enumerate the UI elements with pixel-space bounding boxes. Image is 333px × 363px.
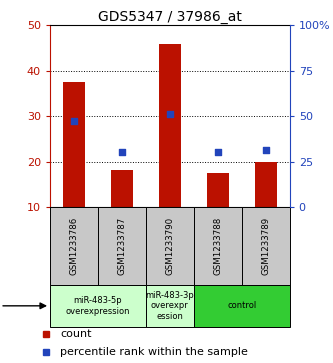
Bar — [194, 285, 290, 327]
Text: control: control — [227, 301, 256, 310]
Text: miR-483-3p
overexpr
ession: miR-483-3p overexpr ession — [146, 291, 194, 321]
Bar — [159, 44, 180, 207]
Point — [167, 111, 172, 117]
Text: GSM1233789: GSM1233789 — [261, 217, 270, 275]
Text: GSM1233787: GSM1233787 — [117, 217, 127, 275]
Text: protocol: protocol — [0, 299, 46, 312]
Point — [263, 147, 268, 153]
Bar — [111, 170, 133, 207]
Text: count: count — [60, 329, 92, 339]
Text: miR-483-5p
overexpression: miR-483-5p overexpression — [66, 296, 130, 315]
Bar — [50, 207, 98, 285]
Point — [119, 150, 125, 155]
Text: GSM1233790: GSM1233790 — [165, 217, 174, 275]
Bar — [242, 207, 290, 285]
Point — [215, 150, 220, 155]
Bar — [50, 285, 146, 327]
Bar — [255, 162, 276, 207]
Bar — [207, 173, 228, 207]
Text: GSM1233786: GSM1233786 — [69, 217, 79, 275]
Text: percentile rank within the sample: percentile rank within the sample — [60, 347, 248, 357]
Point — [71, 118, 77, 123]
Bar — [63, 82, 85, 207]
Bar — [146, 207, 194, 285]
Text: GSM1233788: GSM1233788 — [213, 217, 222, 275]
Bar — [194, 207, 242, 285]
Bar — [98, 207, 146, 285]
Bar — [146, 285, 194, 327]
Title: GDS5347 / 37986_at: GDS5347 / 37986_at — [98, 11, 242, 24]
